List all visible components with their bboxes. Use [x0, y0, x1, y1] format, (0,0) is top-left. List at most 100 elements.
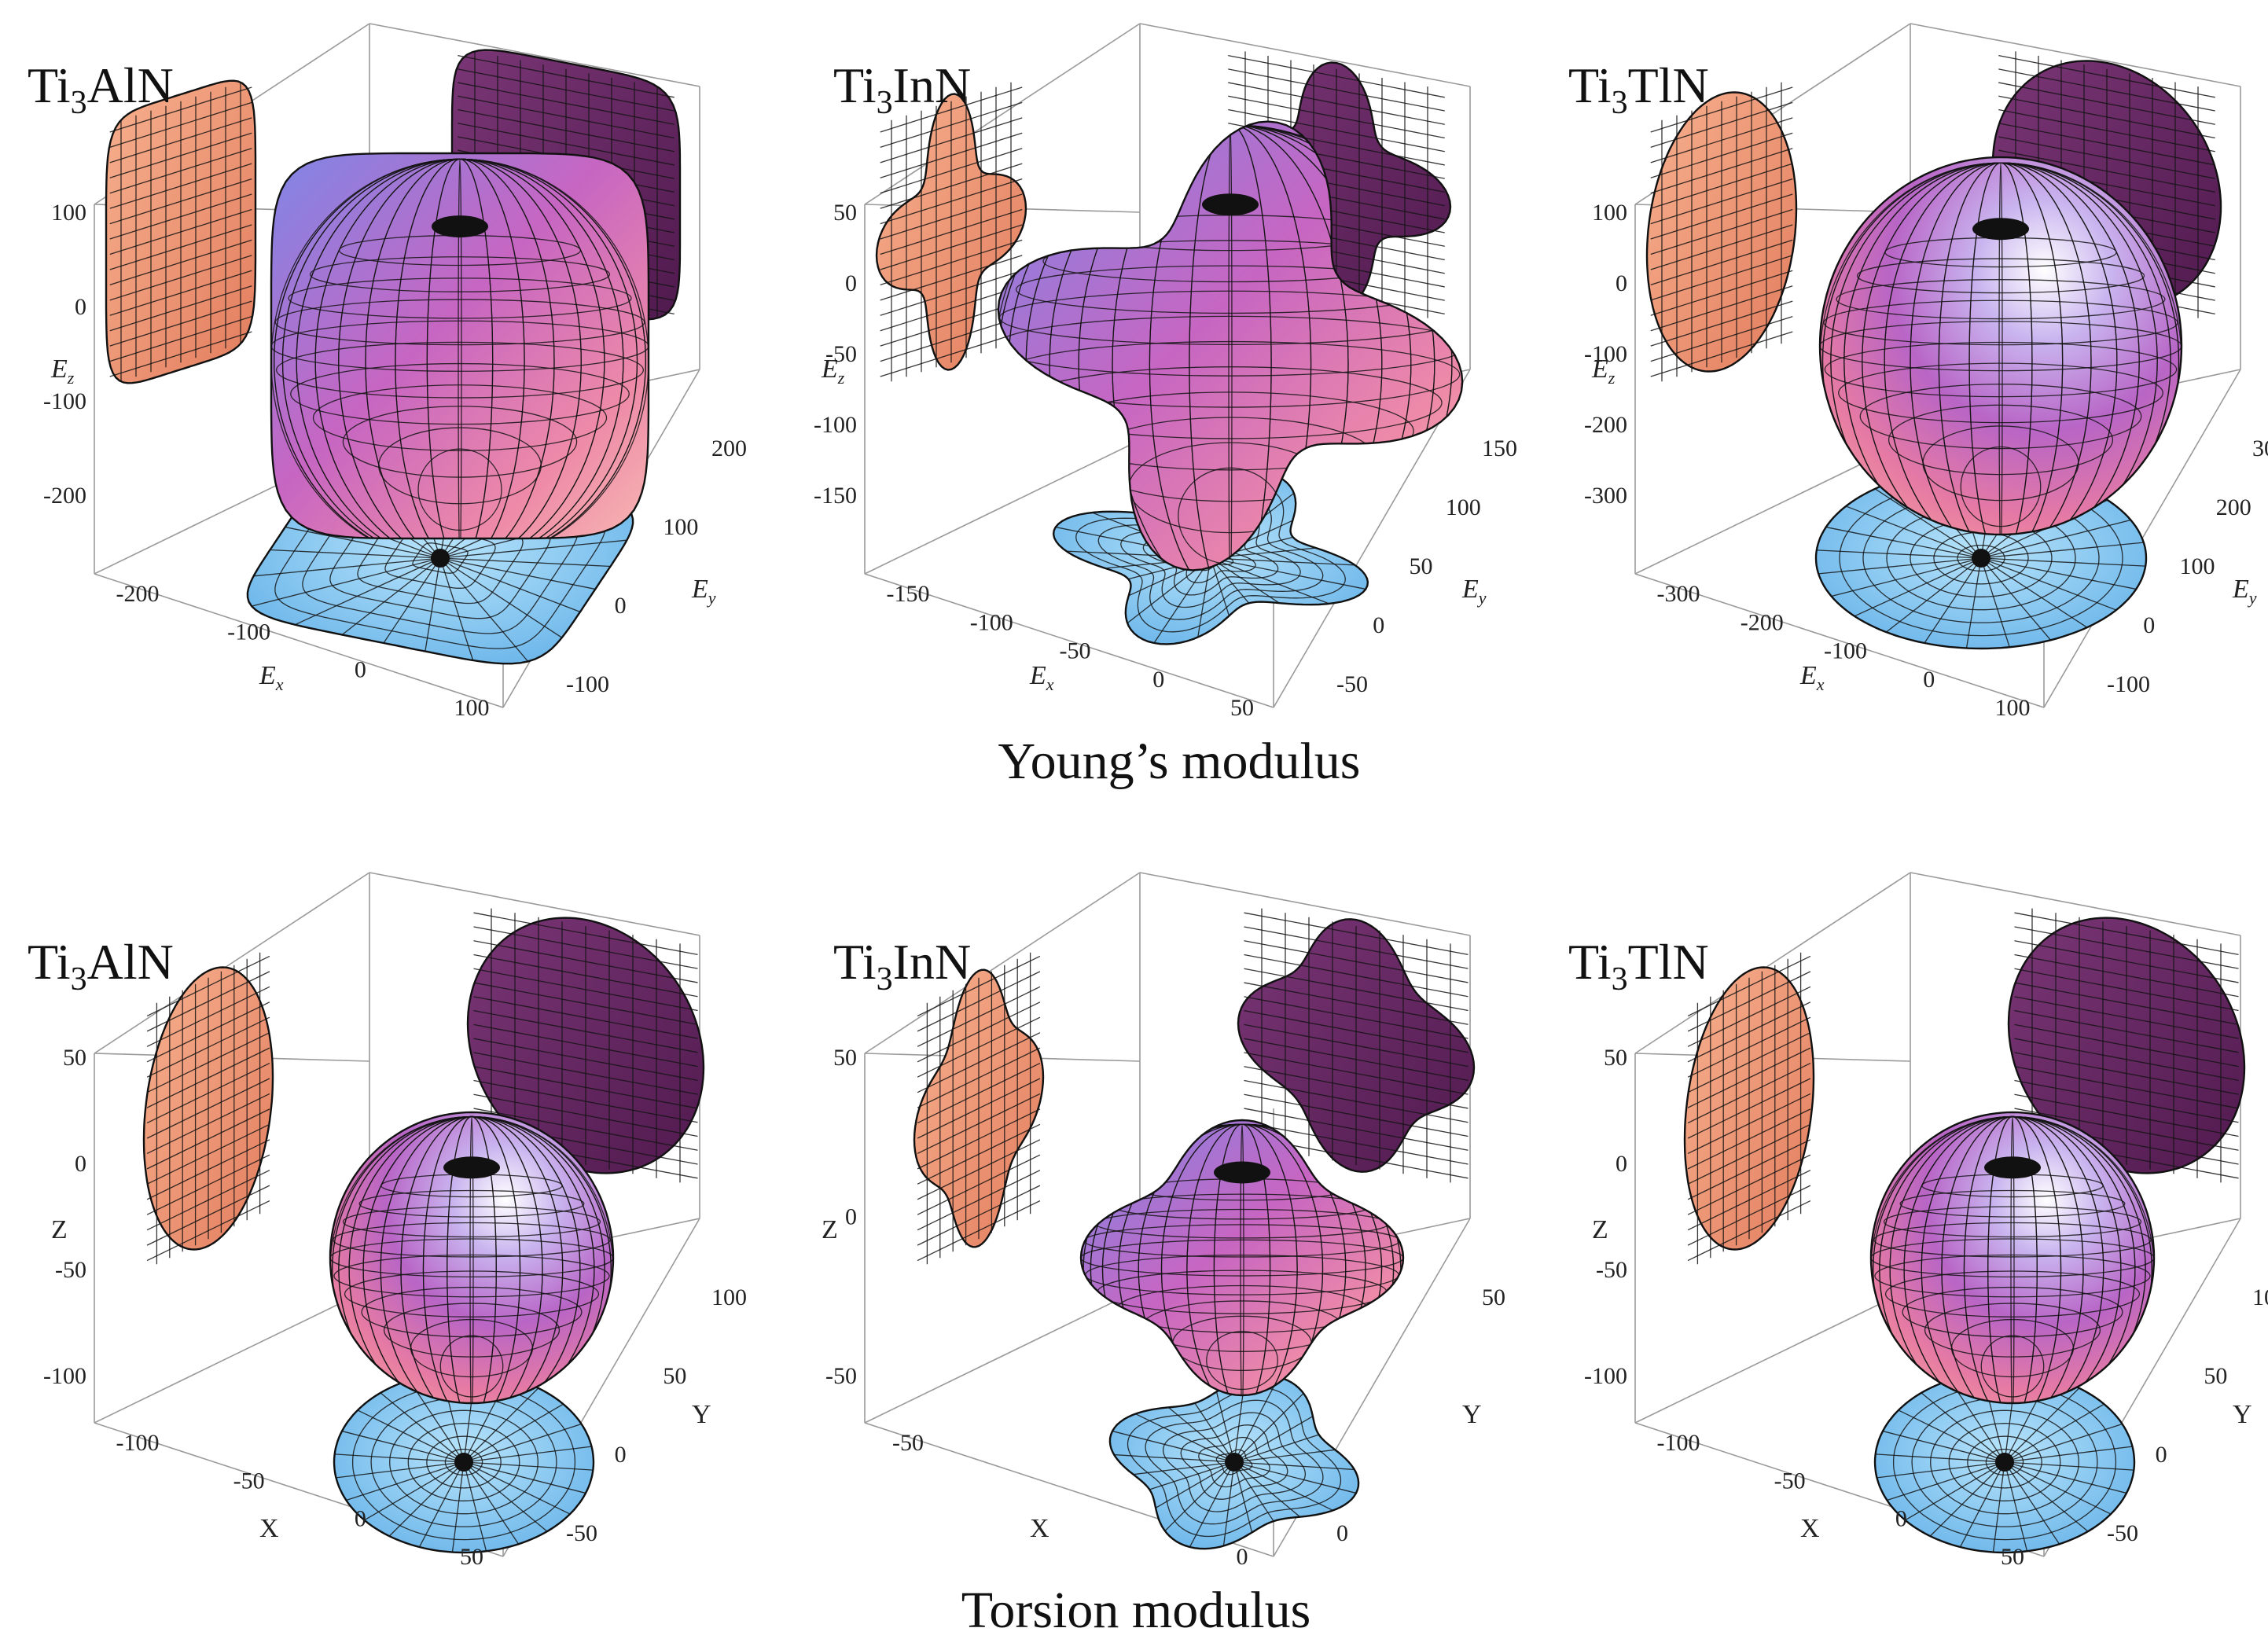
- projection-mesh-line: [1874, 488, 1982, 559]
- projection-mesh-line: [1233, 1461, 1355, 1471]
- projection-mesh-line: [1965, 557, 1982, 649]
- projection-mesh-line: [1233, 1416, 1314, 1463]
- projection-mesh-line: [2004, 1461, 2112, 1515]
- projection-mesh-line: [1687, 1170, 1811, 1231]
- projection-mesh-line: [1980, 542, 2144, 559]
- z-axis-name: Ez: [1591, 355, 1616, 388]
- projection-mesh-line: [146, 1016, 270, 1078]
- projection-mesh-line: [1650, 86, 1793, 133]
- projection-mesh-line: [2014, 954, 2239, 998]
- projection-mesh-line: [109, 255, 252, 301]
- projection-mesh-line: [880, 208, 1023, 255]
- projection-mesh-ring: [1948, 1423, 2061, 1501]
- projection-mesh-line: [1980, 557, 2052, 641]
- projection-mesh-line: [2004, 1461, 2089, 1532]
- material-label-base: Ti: [833, 57, 877, 113]
- projection-mesh-line: [334, 1453, 465, 1463]
- projection-mesh-line: [1194, 1402, 1235, 1463]
- projection-mesh-line: [109, 132, 252, 178]
- projection-mesh-line: [357, 1409, 465, 1463]
- projection-mesh-line: [473, 1066, 698, 1109]
- projection-mesh-line: [1687, 1123, 1811, 1185]
- projection-mesh-line: [341, 557, 441, 635]
- surface-parallel: [1888, 404, 2114, 476]
- projection-mesh-line: [1831, 557, 1982, 597]
- projection-mesh-line: [1233, 1461, 1357, 1494]
- projection-mesh-line: [917, 1170, 1041, 1231]
- projection-mesh-line: [1164, 1461, 1235, 1532]
- projection-mesh-line: [336, 1461, 465, 1479]
- projection-mesh-ring: [1162, 1412, 1307, 1512]
- bounding-box-edge: [1634, 1288, 1911, 1424]
- projection-mesh-line: [1244, 1122, 1469, 1165]
- surface-parallel: [344, 1270, 600, 1317]
- projection-mesh-line: [1244, 940, 1469, 983]
- y-axis-name: Y: [1462, 1400, 1482, 1429]
- projection-mesh-line: [473, 954, 698, 998]
- projection-mesh-line: [109, 315, 252, 362]
- projection-mesh-ring: [389, 1409, 539, 1515]
- projection-mesh-line: [1650, 101, 1793, 149]
- projection-mesh-ring: [444, 1448, 483, 1476]
- y-tick-label: 50: [663, 1363, 686, 1389]
- projection-mesh-line: [1233, 1449, 1336, 1463]
- material-label: Ti3TlN: [1568, 57, 1709, 121]
- projection-mesh-line: [1921, 1392, 2005, 1463]
- projection-mesh-line: [917, 986, 1041, 1047]
- projection-mesh-line: [880, 86, 1023, 133]
- z-tick-label: -100: [43, 388, 86, 414]
- projection-mesh-line: [1153, 557, 1211, 644]
- material-label-rest: InN: [893, 57, 972, 113]
- surface-parallel: [1823, 299, 2178, 346]
- x-tick-label: 100: [454, 695, 490, 721]
- projection-mesh-line: [146, 1123, 270, 1185]
- y-tick-label: -50: [566, 1520, 597, 1546]
- yz-projection: [1237, 908, 1476, 1183]
- x-tick-label: 0: [1895, 1506, 1907, 1532]
- surface-pole: [1214, 1161, 1270, 1184]
- projection-mesh-line: [109, 148, 252, 194]
- surface-mesh: [330, 1115, 613, 1403]
- projection-mesh-line: [1210, 557, 1250, 604]
- projection-mesh-line: [1228, 68, 1445, 112]
- x-tick-label: 0: [355, 1506, 366, 1532]
- surface-parallel: [383, 1303, 561, 1358]
- surface-parallel: [1960, 446, 2042, 527]
- surface-parallel: [1899, 1189, 2126, 1218]
- projection-pole: [431, 549, 450, 568]
- material-label-subscript: 3: [71, 961, 87, 998]
- projection-mesh-line: [1222, 1461, 1235, 1546]
- projection-mesh-ring: [370, 1397, 557, 1527]
- projection-mesh-line: [109, 224, 252, 270]
- projection-mesh-line: [1650, 148, 1793, 194]
- projection-mesh-line: [294, 557, 441, 626]
- projection-mesh-ring: [1910, 519, 2053, 597]
- projection-mesh-line: [1650, 255, 1793, 301]
- projection-mesh-line: [1244, 1023, 1469, 1068]
- x-tick-label: 0: [1923, 667, 1935, 693]
- x-tick-label: -100: [1657, 1430, 1700, 1456]
- projection-mesh-line: [1210, 557, 1355, 566]
- projection-mesh-line: [917, 1139, 1041, 1200]
- projection-mesh-line: [2014, 968, 2239, 1012]
- projection-mesh-line: [463, 1446, 592, 1463]
- projection-mesh-line: [458, 54, 675, 98]
- projection-mesh-line: [1133, 1461, 1235, 1475]
- projection-mesh-line: [109, 331, 252, 377]
- projection-mesh-line: [109, 86, 252, 133]
- y-tick-label: -50: [2107, 1520, 2138, 1546]
- projection-mesh-line: [2014, 1038, 2239, 1082]
- surface-parallel: [1884, 1270, 2141, 1317]
- surface-parallel: [290, 362, 630, 425]
- projection-mesh-line: [2014, 1093, 2239, 1137]
- projection-mesh-line: [1998, 54, 2215, 98]
- projection-mesh-line: [1885, 557, 1982, 633]
- projection-mesh-line: [1959, 1461, 2005, 1548]
- projection-mesh-line: [2014, 912, 2239, 956]
- projection-mesh-line: [473, 1079, 698, 1123]
- projection-mesh-line: [1687, 986, 1811, 1047]
- x-tick-label: 50: [2001, 1544, 2024, 1570]
- surface-mesh: [271, 158, 649, 538]
- projection-mesh-line: [2014, 926, 2239, 969]
- bounding-box-edge: [1634, 872, 1911, 1054]
